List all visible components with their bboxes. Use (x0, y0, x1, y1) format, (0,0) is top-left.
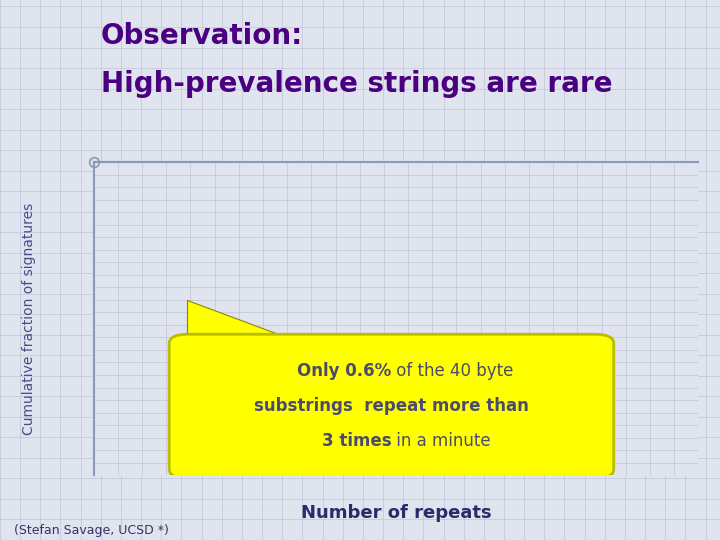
Text: 3 times: 3 times (322, 433, 392, 450)
Text: High-prevalence strings are rare: High-prevalence strings are rare (101, 70, 612, 98)
FancyBboxPatch shape (169, 334, 613, 478)
Text: substrings  repeat more than: substrings repeat more than (254, 397, 529, 415)
Text: Number of repeats: Number of repeats (301, 504, 491, 522)
Text: Observation:: Observation: (101, 22, 303, 50)
Text: Cumulative fraction of signatures: Cumulative fraction of signatures (22, 202, 36, 435)
Text: Only 0.6%: Only 0.6% (297, 362, 392, 380)
Polygon shape (187, 300, 305, 343)
Text: in a minute: in a minute (392, 433, 491, 450)
Text: of the 40 byte: of the 40 byte (392, 362, 514, 380)
Text: (Stefan Savage, UCSD *): (Stefan Savage, UCSD *) (14, 524, 169, 537)
